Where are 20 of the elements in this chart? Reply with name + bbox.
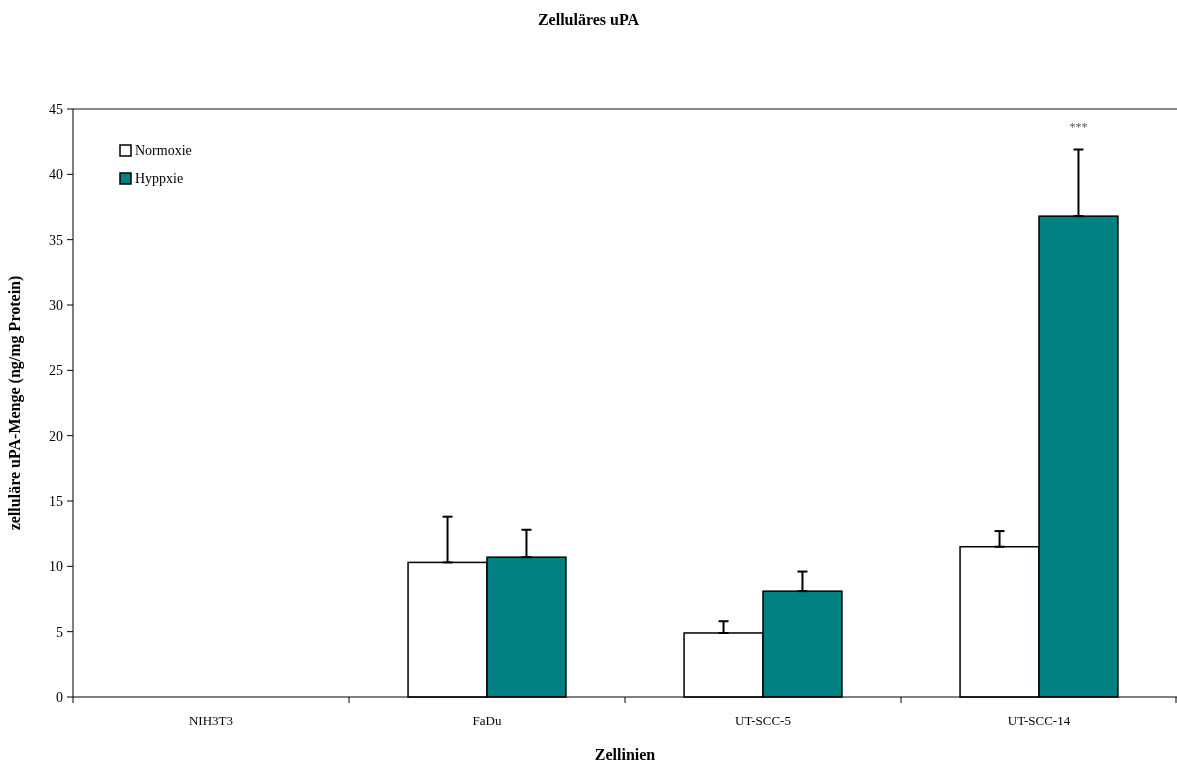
y-tick-label: 15 <box>49 493 63 509</box>
y-tick-label: 10 <box>49 559 63 575</box>
legend-label: Hyppxie <box>135 171 184 186</box>
y-tick-label: 25 <box>49 363 63 379</box>
y-tick-label: 0 <box>56 689 63 705</box>
y-tick-label: 45 <box>49 101 63 117</box>
y-tick-label: 35 <box>49 232 63 248</box>
chart-title: Zelluläres uPA <box>537 11 640 28</box>
x-tick-label: UT-SCC-5 <box>735 713 791 728</box>
y-tick-label: 20 <box>49 428 63 444</box>
annotation: *** <box>1069 120 1088 134</box>
x-tick-label: NIH3T3 <box>188 713 234 728</box>
y-tick-label: 30 <box>49 297 63 313</box>
legend-label: Normoxie <box>135 143 192 158</box>
x-tick-label: UT-SCC-14 <box>1007 713 1071 728</box>
y-axis-title: zelluläre uPA-Menge (ng/mg Protein) <box>6 275 24 531</box>
y-tick-label: 40 <box>49 167 63 183</box>
x-axis-title: Zellinien <box>594 746 656 763</box>
x-tick-label: FaDu <box>472 713 502 728</box>
y-tick-label: 5 <box>56 624 63 640</box>
